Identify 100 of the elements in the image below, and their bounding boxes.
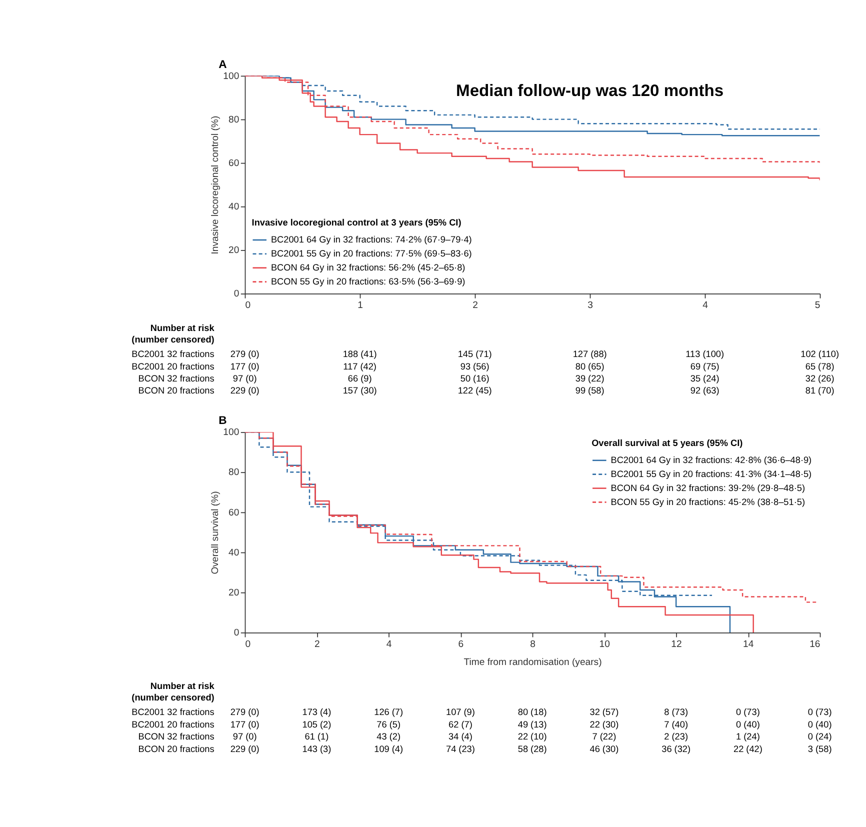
- y-tick-label: 60: [228, 158, 240, 169]
- annotation: Median follow-up was 120 months: [456, 80, 724, 100]
- text: 97 (0): [232, 374, 257, 384]
- y-tick-label: 40: [228, 547, 240, 558]
- text: 3 (58): [808, 744, 832, 754]
- text: 2 (23): [664, 732, 688, 742]
- text: 122 (45): [458, 386, 492, 396]
- text: 229 (0): [230, 386, 260, 396]
- text: 62 (7): [448, 719, 472, 730]
- text: 22 (30): [590, 719, 619, 730]
- text: 0 (24): [808, 732, 832, 742]
- x-tick-label: 16: [810, 638, 820, 650]
- legend-label: BC2001 64 Gy in 32 fractions: 74·2% (67·9–79·4): [270, 234, 472, 245]
- text: BCON 20 fractions: [138, 386, 215, 396]
- text: 80 (18): [518, 707, 547, 718]
- text: BC2001 32 fractions: [132, 349, 215, 360]
- text: 113 (100): [686, 349, 724, 360]
- legend-label: BCON 55 Gy in 20 fractions: 45·2% (38·8–51·5): [610, 496, 805, 507]
- text: 65 (78): [805, 361, 834, 372]
- text: 0 (73): [808, 707, 832, 718]
- x-tick-label: 1: [358, 300, 363, 311]
- y-tick-label: 80: [228, 467, 240, 478]
- legend-label: BCON 55 Gy in 20 fractions: 63·5% (56·3–69·9): [270, 276, 466, 286]
- text: BCON 32 fractions: [138, 374, 215, 384]
- legend-label: BC2001 55 Gy in 20 fractions: 77·5% (69·5–83·6): [270, 248, 472, 259]
- y-tick-label: 60: [228, 507, 240, 518]
- legend-title: Overall survival at 5 years (95% CI): [592, 438, 743, 448]
- legend-title: Invasive locoregional control at 3 years (95% CI): [252, 218, 462, 228]
- text: 49 (13): [518, 719, 547, 730]
- chart-title: B: [218, 415, 227, 428]
- text: Number at risk: [150, 323, 216, 334]
- text: 157 (30): [342, 386, 377, 396]
- text: 76 (5): [376, 719, 400, 730]
- y-tick-label: 0: [234, 288, 240, 300]
- x-tick-label: 0: [245, 638, 251, 650]
- text: 34 (4): [448, 732, 472, 742]
- x-tick-label: 2: [472, 300, 478, 311]
- text: 50 (16): [460, 374, 490, 384]
- text: 39 (22): [575, 374, 604, 384]
- text: (number censored): [132, 692, 214, 702]
- text: 7 (22): [592, 732, 616, 742]
- text: 1 (24): [736, 732, 760, 742]
- text: 32 (57): [590, 707, 619, 718]
- x-tick-label: 5: [814, 300, 820, 311]
- legend-label: BC2001 64 Gy in 32 fractions: 42·8% (36·6–48·9): [610, 455, 812, 465]
- text: 279 (0): [230, 349, 260, 360]
- y-axis-title: Overall survival (%): [210, 491, 221, 574]
- text: 7 (40): [664, 719, 688, 730]
- text: 279 (0): [230, 707, 260, 718]
- text: 22 (10): [518, 732, 547, 742]
- text: 126 (7): [374, 707, 404, 718]
- y-tick-label: 100: [223, 427, 240, 438]
- text: 0 (40): [736, 719, 760, 730]
- text: 109 (4): [374, 744, 404, 754]
- legend-label: BCON 64 Gy in 32 fractions: 56·2% (45·2–65·8): [270, 262, 466, 272]
- x-tick-label: 8: [530, 638, 536, 650]
- x-tick-label: 12: [671, 638, 682, 650]
- x-tick-label: 2: [314, 638, 320, 650]
- y-tick-label: 20: [228, 245, 240, 256]
- text: 99 (58): [575, 386, 604, 396]
- text: BC2001 20 fractions: [132, 361, 215, 372]
- x-tick-label: 4: [386, 638, 392, 650]
- x-tick-label: 0: [245, 300, 251, 311]
- y-tick-label: 0: [234, 628, 240, 639]
- text: 35 (24): [690, 374, 720, 384]
- x-tick-label: 14: [743, 638, 754, 650]
- x-tick-label: 4: [702, 300, 709, 311]
- y-tick-label: 100: [223, 70, 240, 82]
- text: 92 (63): [690, 386, 720, 396]
- legend-label: BCON 64 Gy in 32 fractions: 39·2% (29·8–48·5): [610, 482, 805, 493]
- text: 188 (41): [342, 349, 377, 360]
- text: 105 (2): [302, 719, 332, 730]
- text: BC2001 20 fractions: [132, 719, 215, 730]
- text: 8 (73): [664, 707, 688, 718]
- text: 0 (40): [808, 719, 832, 730]
- text: 145 (71): [458, 349, 492, 360]
- chart-title: A: [218, 58, 227, 71]
- x-tick-label: 10: [599, 638, 610, 650]
- text: 97 (0): [232, 732, 257, 742]
- text: 177 (0): [230, 719, 260, 730]
- text: BCON 20 fractions: [138, 744, 215, 754]
- x-tick-label: 3: [588, 300, 593, 311]
- y-tick-label: 20: [228, 587, 240, 598]
- text: 117 (42): [343, 361, 376, 372]
- text: 66 (9): [348, 374, 372, 384]
- text: 43 (2): [376, 732, 400, 742]
- text: 102 (110): [800, 349, 840, 360]
- text: 93 (56): [460, 361, 490, 372]
- x-tick-label: 6: [458, 638, 464, 650]
- text: 81 (70): [805, 386, 834, 396]
- text: 177 (0): [230, 361, 260, 372]
- y-tick-label: 80: [228, 114, 240, 126]
- text: 173 (4): [302, 707, 332, 718]
- text: 36 (32): [662, 744, 691, 754]
- text: 127 (88): [572, 349, 607, 360]
- text: 22 (42): [733, 744, 762, 754]
- text: BC2001 32 fractions: [132, 707, 215, 718]
- text: 0 (73): [736, 707, 760, 718]
- text: 32 (26): [805, 374, 834, 384]
- x-axis-title: Time from randomisation (years): [464, 657, 602, 668]
